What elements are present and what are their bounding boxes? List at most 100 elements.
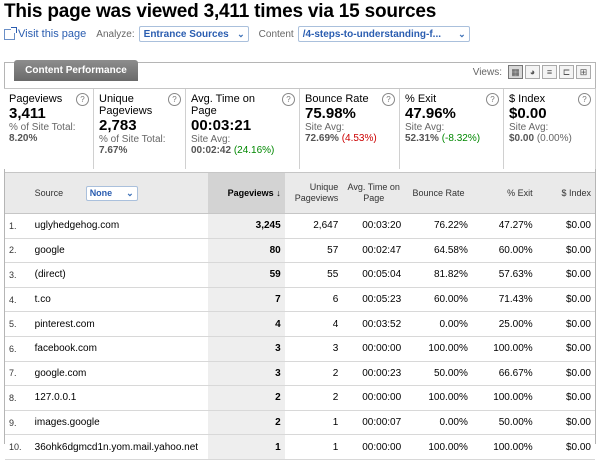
metric-comparison-value: 00:02:42 <box>191 145 232 156</box>
row-exit: 100.00% <box>471 434 537 460</box>
unique-pageviews-header[interactable]: Unique Pageviews <box>284 172 343 214</box>
row-avg-time: 00:00:00 <box>342 336 406 362</box>
row-source-link[interactable]: google <box>30 238 209 264</box>
row-source-link[interactable]: facebook.com <box>30 336 209 362</box>
sources-table: Source None ⌄ Pageviews ↓ Unique Pagevie… <box>5 172 595 460</box>
metric-comparison-value: 52.31% <box>405 133 439 144</box>
metric-name: % Exit <box>405 93 437 105</box>
help-icon[interactable]: ? <box>168 93 181 106</box>
summary-card-avg-time: ? Avg. Time on Page 00:03:21 Site Avg: 00:02… <box>186 89 300 169</box>
row-unique-pageviews: 55 <box>284 262 343 288</box>
bounce-rate-header[interactable]: Bounce Rate <box>405 172 472 214</box>
row-index: 2. <box>5 238 31 264</box>
metric-comparison: Site Avg: $0.00 (0.00%) <box>509 122 590 144</box>
row-dollar-index: $0.00 <box>536 361 595 387</box>
help-icon[interactable]: ? <box>578 93 591 106</box>
row-source-link[interactable]: 36ohk6dgmcd1n.yom.mail.yahoo.net <box>30 434 209 460</box>
row-pageviews: 2 <box>208 385 285 411</box>
chevron-down-icon: ⌄ <box>237 28 245 39</box>
content-select-value: /4-steps-to-understanding-f... <box>302 28 442 40</box>
metric-comparison-label: % of Site Total: <box>9 122 76 133</box>
row-exit: 100.00% <box>471 336 537 362</box>
chevron-down-icon: ⌄ <box>458 28 466 39</box>
row-source-link[interactable]: t.co <box>30 287 209 313</box>
metric-delta: (4.53%) <box>341 133 377 144</box>
metric-delta: (0.00%) <box>536 133 572 144</box>
help-icon[interactable]: ? <box>382 93 395 106</box>
index-value-header[interactable]: $ Index <box>536 172 595 214</box>
pageviews-header[interactable]: Pageviews ↓ <box>208 172 285 214</box>
row-source-link[interactable]: google.com <box>30 361 209 387</box>
metric-comparison: Site Avg: 72.69% (4.53%) <box>305 122 394 144</box>
table-row: 6. facebook.com 3 3 00:00:00 100.00% 100.00% $0… <box>5 336 595 362</box>
analyze-select-value: Entrance Sources <box>143 28 229 40</box>
source-header-label[interactable]: Source <box>34 187 64 198</box>
row-source-link[interactable]: (direct) <box>30 262 209 288</box>
row-source-link[interactable]: 127.0.0.1 <box>30 385 209 411</box>
table-row: 9. images.google 2 1 00:00:07 0.00% 50.00% $0.0… <box>5 410 595 436</box>
row-bounce-rate: 0.00% <box>405 410 472 436</box>
report-controls: Visit this page Analyze: Entrance Source… <box>4 25 470 43</box>
row-index: 8. <box>5 385 31 411</box>
visit-page-link[interactable]: Visit this page <box>4 26 86 40</box>
performance-view-icon[interactable]: ≡ <box>542 65 557 79</box>
secondary-dimension-select[interactable]: None ⌄ <box>85 185 138 201</box>
secondary-dimension-value: None <box>89 187 113 198</box>
row-index: 9. <box>5 410 31 436</box>
metric-value: 2,783 <box>99 117 137 134</box>
metric-comparison: Site Avg: 00:02:42 (24.16%) <box>191 134 294 156</box>
tab-content-performance[interactable]: Content Performance <box>14 60 138 81</box>
row-source-link[interactable]: pinterest.com <box>30 311 209 337</box>
metric-comparison-value: 8.20% <box>9 133 38 144</box>
row-unique-pageviews: 1 <box>284 434 343 460</box>
metric-name: Unique Pageviews <box>99 93 153 117</box>
sort-arrow-down-icon: ↓ <box>276 187 281 198</box>
content-select[interactable]: /4-steps-to-understanding-f... ⌄ <box>297 26 470 42</box>
content-performance-panel: Content Performance Views: ▦ ◕ ≡ ⊏ ⊞ ? Pa… <box>4 60 596 460</box>
row-unique-pageviews: 4 <box>284 311 343 337</box>
row-unique-pageviews: 1 <box>284 410 343 436</box>
row-bounce-rate: 76.22% <box>405 213 472 239</box>
table-row: 2. google 80 57 00:02:47 64.58% 60.00% $0.00 <box>5 238 595 264</box>
metric-value: $0.00 <box>509 105 547 122</box>
help-icon[interactable]: ? <box>486 93 499 106</box>
comparison-view-icon[interactable]: ⊏ <box>559 65 574 79</box>
row-exit: 47.27% <box>471 213 537 239</box>
row-bounce-rate: 0.00% <box>405 311 472 337</box>
page-title: This page was viewed 3,411 times via 15 … <box>4 1 437 22</box>
summary-card-unique-pageviews: ? Unique Pageviews 2,783% of Site Total: 7.… <box>94 89 186 169</box>
row-index: 10. <box>5 434 31 460</box>
summary-metrics: ? Pageviews 3,411% of Site Total: 8.20% ? Un… <box>4 88 596 229</box>
row-avg-time: 00:02:47 <box>342 238 406 264</box>
pie-view-icon[interactable]: ◕ <box>525 65 540 79</box>
metric-name: Bounce Rate <box>305 93 369 105</box>
table-view-icon[interactable]: ▦ <box>508 65 523 79</box>
metric-name: Pageviews <box>9 93 63 105</box>
row-unique-pageviews: 2 <box>284 361 343 387</box>
row-exit: 50.00% <box>471 410 537 436</box>
avg-time-header[interactable]: Avg. Time on Page <box>342 172 406 214</box>
row-dollar-index: $0.00 <box>536 434 595 460</box>
chevron-down-icon: ⌄ <box>126 187 134 198</box>
exit-header[interactable]: % Exit <box>471 172 537 214</box>
row-source-link[interactable]: images.google <box>30 410 209 436</box>
row-avg-time: 00:05:04 <box>342 262 406 288</box>
row-index: 6. <box>5 336 31 362</box>
metric-comparison-value: $0.00 <box>509 133 535 144</box>
analyze-select[interactable]: Entrance Sources ⌄ <box>138 26 249 42</box>
row-pageviews: 7 <box>208 287 285 313</box>
metric-name: Avg. Time on Page <box>191 93 255 117</box>
row-pageviews: 59 <box>208 262 285 288</box>
row-bounce-rate: 64.58% <box>405 238 472 264</box>
pivot-view-icon[interactable]: ⊞ <box>576 65 591 79</box>
table-row: 5. pinterest.com 4 4 00:03:52 0.00% 25.00% $0.0… <box>5 311 595 337</box>
row-index: 4. <box>5 287 31 313</box>
source-header: Source None ⌄ <box>30 172 209 214</box>
help-icon[interactable]: ? <box>282 93 295 106</box>
row-source-link[interactable]: uglyhedgehog.com <box>30 213 209 239</box>
row-dollar-index: $0.00 <box>536 311 595 337</box>
row-exit: 60.00% <box>471 238 537 264</box>
row-exit: 100.00% <box>471 385 537 411</box>
help-icon[interactable]: ? <box>76 93 89 106</box>
metric-value: 47.96% <box>405 105 456 122</box>
